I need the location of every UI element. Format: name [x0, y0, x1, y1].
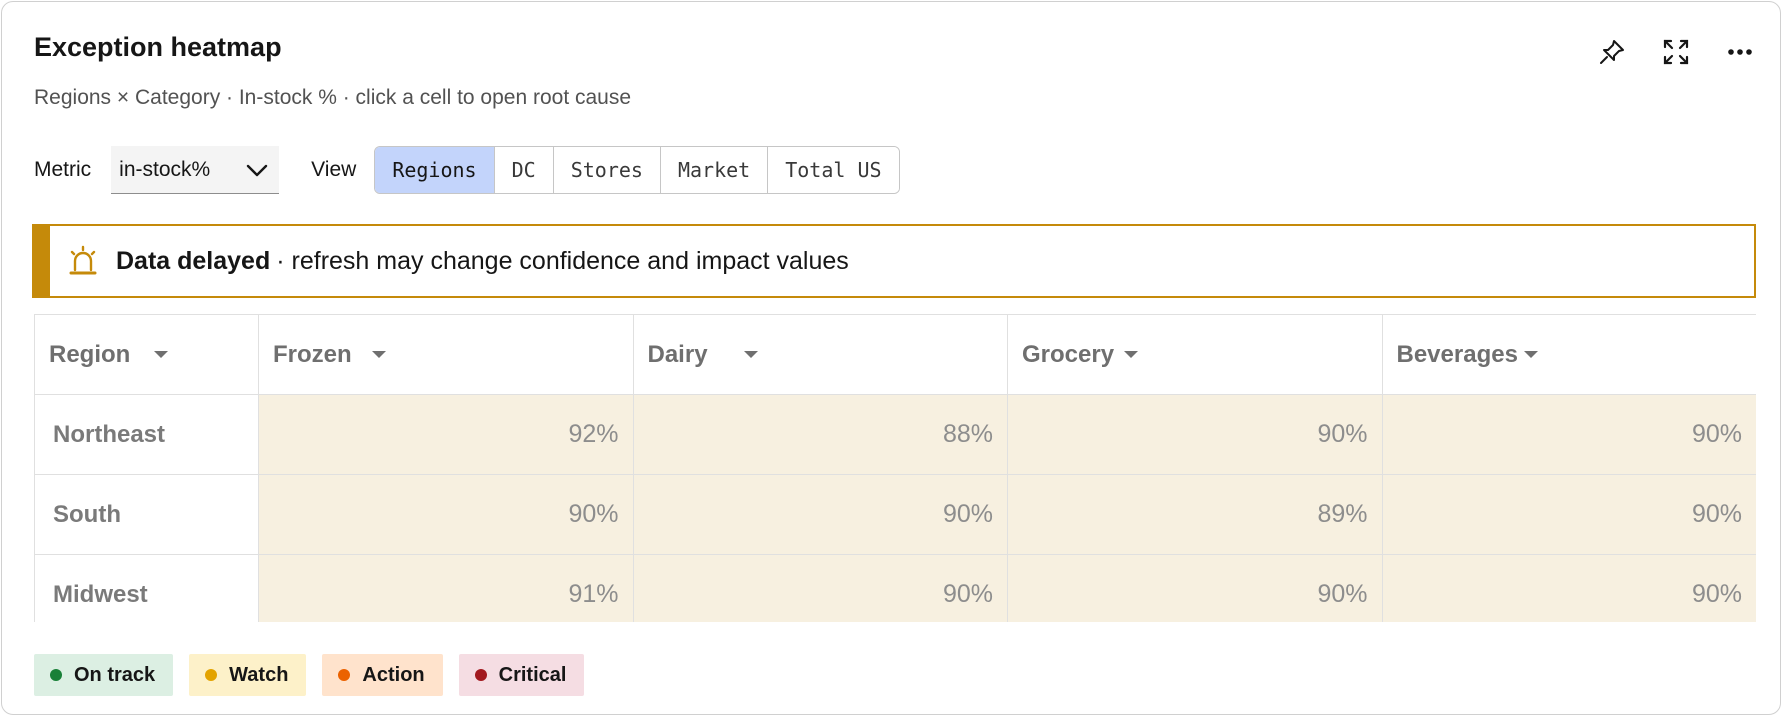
heatmap-table: Region Frozen Dairy Grocery	[34, 314, 1756, 622]
view-dc-button[interactable]: DC	[494, 147, 554, 193]
sort-caret-icon	[1124, 350, 1139, 358]
status-dot-icon	[338, 669, 351, 681]
legend-action: Action	[322, 654, 443, 696]
row-header-northeast: Northeast	[34, 394, 259, 475]
view-total-us-button[interactable]: Total US	[768, 147, 899, 193]
view-stores-button[interactable]: Stores	[553, 147, 661, 193]
status-dot-icon	[474, 669, 487, 681]
status-legend: On track Watch Action Critical	[34, 654, 585, 696]
banner-message: · refresh may change confidence and impa…	[276, 246, 849, 275]
column-header-dairy[interactable]: Dairy	[632, 314, 1008, 395]
heatmap-cell[interactable]: 90%	[1007, 394, 1383, 475]
column-header-grocery[interactable]: Grocery	[1007, 314, 1383, 395]
metric-select-value: in-stock%	[119, 157, 211, 181]
heatmap-cell[interactable]: 90%	[1381, 394, 1756, 475]
pin-button[interactable]	[1592, 32, 1632, 72]
table-row: South 90% 90% 89% 90%	[34, 474, 1756, 555]
row-header-midwest: Midwest	[34, 554, 259, 622]
heatmap-cell[interactable]: 90%	[1381, 554, 1756, 622]
view-regions-button[interactable]: Regions	[375, 147, 495, 193]
legend-watch: Watch	[189, 654, 307, 696]
view-label: View	[311, 158, 357, 181]
legend-label: Critical	[498, 663, 567, 686]
row-header-south: South	[34, 474, 259, 555]
status-dot-icon	[50, 669, 62, 681]
legend-on-track: On track	[34, 654, 174, 696]
card-title: Exception heatmap	[34, 32, 282, 62]
legend-label: On track	[74, 663, 156, 686]
view-switcher: Regions DC Stores Market Total US	[374, 146, 900, 194]
legend-label: Watch	[229, 663, 289, 686]
heatmap-cell[interactable]: 90%	[258, 474, 634, 555]
sort-caret-icon	[1523, 350, 1538, 358]
metric-label: Metric	[34, 158, 92, 181]
banner-title: Data delayed	[116, 246, 271, 275]
sort-caret-icon	[154, 350, 169, 358]
data-delayed-banner: Data delayed · refresh may change confid…	[32, 224, 1756, 298]
status-dot-icon	[205, 669, 218, 681]
legend-label: Action	[362, 663, 425, 686]
card-subtitle: Regions × Category · In-stock % · click …	[34, 86, 632, 109]
heatmap-table-container[interactable]: Region Frozen Dairy Grocery	[34, 314, 1756, 622]
heatmap-cell[interactable]: 88%	[632, 394, 1008, 475]
column-header-label: Frozen	[273, 340, 352, 368]
heatmap-cell[interactable]: 91%	[258, 554, 634, 622]
heatmap-cell[interactable]: 90%	[632, 554, 1008, 622]
column-header-region[interactable]: Region	[34, 314, 259, 395]
legend-critical: Critical	[458, 654, 585, 696]
expand-button[interactable]	[1656, 32, 1696, 72]
overflow-menu-button[interactable]	[1720, 32, 1760, 72]
alarm-bell-icon	[69, 245, 97, 275]
table-row: Midwest 91% 90% 90% 90%	[34, 554, 1756, 622]
column-header-label: Region	[49, 340, 131, 368]
column-header-frozen[interactable]: Frozen	[258, 314, 634, 395]
metric-select[interactable]: in-stock%	[111, 146, 280, 194]
overflow-menu-icon	[1728, 49, 1752, 55]
heatmap-cell[interactable]: 90%	[1007, 554, 1383, 622]
heatmap-cell[interactable]: 90%	[632, 474, 1008, 555]
toolbar: Metric in-stock% View Regions DC Stores …	[34, 146, 900, 194]
table-row: Northeast 92% 88% 90% 90%	[34, 394, 1756, 475]
sort-caret-icon	[743, 350, 758, 358]
heatmap-cell[interactable]: 90%	[1381, 474, 1756, 555]
heatmap-cell[interactable]: 92%	[258, 394, 634, 475]
column-header-label: Beverages	[1396, 340, 1518, 368]
column-header-beverages[interactable]: Beverages	[1381, 314, 1756, 395]
heatmap-cell[interactable]: 89%	[1007, 474, 1383, 555]
column-header-label: Grocery	[1022, 340, 1115, 368]
chevron-down-icon	[246, 164, 268, 176]
table-header-row: Region Frozen Dairy Grocery	[34, 314, 1756, 395]
expand-icon	[1663, 39, 1689, 65]
column-header-label: Dairy	[647, 340, 708, 368]
sort-caret-icon	[371, 350, 386, 358]
pin-icon	[1600, 40, 1624, 64]
card-actions	[1592, 32, 1760, 72]
view-market-button[interactable]: Market	[660, 147, 769, 193]
